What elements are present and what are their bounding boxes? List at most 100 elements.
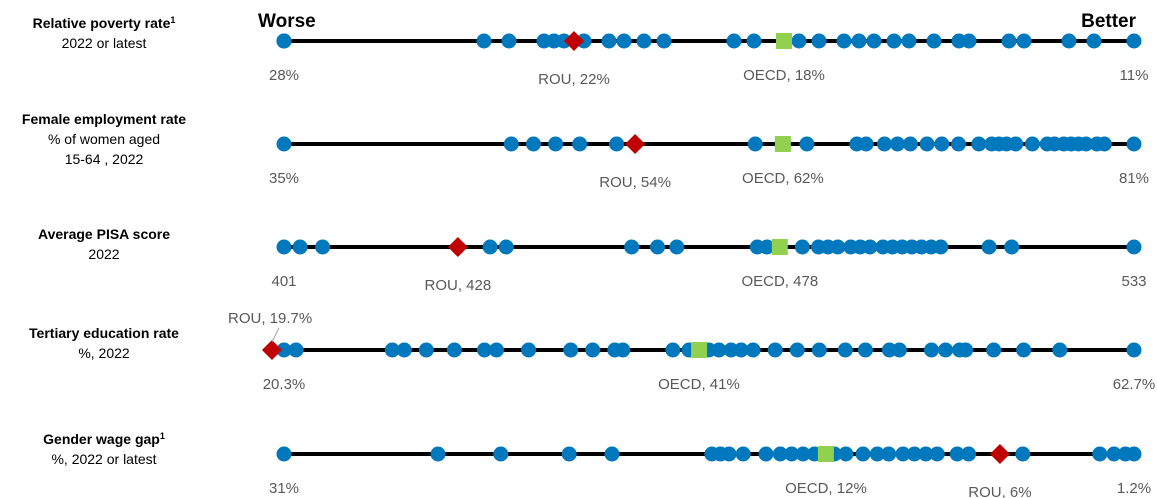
row-title-text: Gender wage gap bbox=[43, 431, 160, 447]
country-point bbox=[1016, 342, 1032, 358]
country-point bbox=[561, 446, 577, 462]
country-point bbox=[1001, 33, 1017, 49]
country-point bbox=[418, 342, 434, 358]
country-point bbox=[656, 33, 672, 49]
country-point bbox=[615, 342, 631, 358]
country-point bbox=[276, 33, 292, 49]
indicator-row: Tertiary education rate %, 2022 20.3% 62.7%… bbox=[29, 310, 1155, 393]
row-title: Relative poverty rate1 bbox=[33, 15, 176, 31]
country-point bbox=[901, 33, 917, 49]
country-point bbox=[902, 136, 918, 152]
country-point bbox=[711, 342, 727, 358]
rou-label: ROU, 428 bbox=[425, 277, 492, 294]
country-point bbox=[503, 136, 519, 152]
country-point bbox=[735, 446, 751, 462]
country-point bbox=[924, 342, 939, 358]
country-point bbox=[563, 342, 579, 358]
country-point bbox=[1086, 33, 1102, 49]
country-point bbox=[1016, 33, 1032, 49]
country-point bbox=[477, 342, 492, 358]
oecd-marker bbox=[774, 136, 791, 152]
country-point bbox=[857, 342, 873, 358]
country-point bbox=[1126, 446, 1142, 462]
country-point bbox=[746, 33, 762, 49]
country-point bbox=[958, 342, 974, 358]
country-point bbox=[772, 446, 788, 462]
footnote-marker: 1 bbox=[170, 15, 175, 25]
country-point bbox=[585, 342, 601, 358]
country-point bbox=[961, 446, 977, 462]
country-point bbox=[636, 33, 652, 49]
country-point bbox=[498, 239, 514, 255]
rou-label: ROU, 22% bbox=[538, 71, 610, 88]
row-title-text: Average PISA score bbox=[38, 226, 170, 242]
country-point bbox=[906, 446, 922, 462]
country-point bbox=[951, 136, 966, 152]
country-point bbox=[758, 446, 774, 462]
better-label: Better bbox=[1081, 11, 1137, 32]
country-point bbox=[1078, 136, 1094, 152]
country-point bbox=[650, 239, 665, 255]
country-point bbox=[1092, 446, 1108, 462]
oecd-marker bbox=[691, 342, 707, 358]
country-point bbox=[1106, 446, 1122, 462]
country-point bbox=[811, 33, 827, 49]
country-point bbox=[789, 342, 805, 358]
min-label: 20.3% bbox=[263, 376, 306, 393]
row-subtitle: 15-64 , 2022 bbox=[65, 151, 144, 167]
row-title: Tertiary education rate bbox=[29, 325, 179, 341]
row-subtitle: %, 2022 bbox=[78, 345, 130, 361]
rou-marker bbox=[989, 444, 1010, 464]
country-point bbox=[1126, 136, 1142, 152]
country-point bbox=[836, 33, 852, 49]
country-point bbox=[526, 136, 541, 152]
country-point bbox=[726, 33, 742, 49]
country-point bbox=[881, 446, 897, 462]
oecd-marker bbox=[817, 446, 834, 462]
country-point bbox=[1126, 342, 1142, 358]
country-point bbox=[971, 136, 987, 152]
country-point bbox=[1024, 136, 1040, 152]
worse-label: Worse bbox=[258, 11, 316, 32]
country-point bbox=[521, 342, 537, 358]
country-point bbox=[926, 33, 942, 49]
min-label: 28% bbox=[269, 67, 299, 84]
country-point bbox=[961, 33, 977, 49]
country-point bbox=[986, 342, 1002, 358]
footnote-marker: 1 bbox=[160, 431, 165, 441]
max-label: 81% bbox=[1119, 170, 1149, 187]
max-label: 533 bbox=[1121, 273, 1146, 290]
country-point bbox=[933, 239, 949, 255]
country-point bbox=[276, 446, 292, 462]
country-point bbox=[919, 136, 935, 152]
country-point bbox=[1061, 33, 1077, 49]
rou-marker bbox=[625, 134, 646, 154]
country-point bbox=[1015, 446, 1031, 462]
country-point bbox=[895, 446, 911, 462]
country-point bbox=[949, 446, 965, 462]
min-label: 401 bbox=[271, 273, 296, 290]
row-title-text: Tertiary education rate bbox=[29, 325, 179, 341]
country-point bbox=[396, 342, 412, 358]
rou-marker bbox=[261, 340, 282, 360]
country-point bbox=[384, 342, 400, 358]
country-point bbox=[866, 33, 882, 49]
country-point bbox=[624, 239, 640, 255]
country-point bbox=[609, 136, 625, 152]
country-point bbox=[1052, 342, 1068, 358]
country-point bbox=[548, 136, 564, 152]
country-point bbox=[604, 446, 620, 462]
country-point bbox=[572, 136, 588, 152]
oecd-label: OECD, 478 bbox=[741, 273, 818, 290]
country-point bbox=[934, 136, 950, 152]
max-label: 11% bbox=[1120, 67, 1149, 84]
country-point bbox=[862, 239, 878, 255]
country-point bbox=[315, 239, 331, 255]
country-point bbox=[830, 239, 846, 255]
country-point bbox=[276, 342, 292, 358]
indicator-row: Gender wage gap1 %, 2022 or latest 31% 1.2%… bbox=[43, 431, 1151, 498]
country-point bbox=[891, 342, 907, 358]
country-point bbox=[493, 446, 509, 462]
indicator-row: Relative poverty rate1 2022 or latest 28% 1… bbox=[33, 15, 1149, 88]
